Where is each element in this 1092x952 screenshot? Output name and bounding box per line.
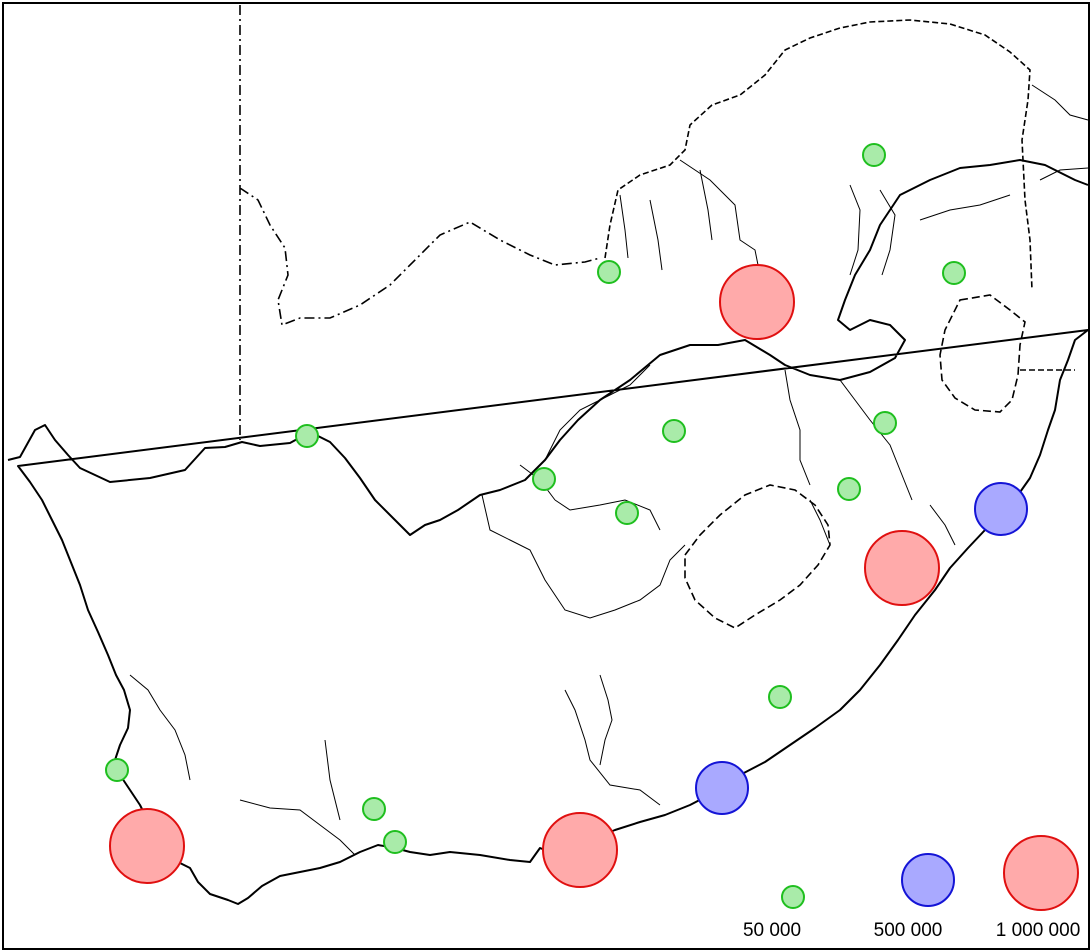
city-marker-large [109, 808, 185, 884]
botswana-border [604, 19, 1075, 371]
legend-item-small: 50 000 [743, 885, 805, 941]
city-marker-small [662, 419, 686, 443]
legend-item-medium: 500 000 [874, 853, 955, 941]
cities-layer [105, 143, 1028, 888]
city-marker-small [862, 143, 886, 167]
legend: 50 000 500 000 1 000 000 [743, 835, 1081, 941]
city-marker-small [383, 830, 407, 854]
city-marker-large [719, 264, 795, 340]
legend-symbol-large [1003, 835, 1079, 911]
legend-label-large: 1 000 000 [996, 920, 1081, 941]
legend-symbol-small [781, 885, 805, 909]
city-marker-small [942, 261, 966, 285]
city-marker-small [768, 685, 792, 709]
city-marker-large [864, 530, 940, 606]
city-marker-small [532, 467, 556, 491]
namibia-border [239, 5, 601, 440]
city-marker-small [295, 424, 319, 448]
legend-label-small: 50 000 [743, 920, 801, 941]
city-marker-medium [695, 761, 749, 815]
city-marker-small [837, 477, 861, 501]
legend-label-medium: 500 000 [874, 920, 943, 941]
city-marker-small [362, 797, 386, 821]
swaziland-outline [939, 294, 1026, 413]
legend-symbol-medium [901, 853, 955, 907]
city-marker-small [105, 758, 129, 782]
city-marker-large [542, 812, 618, 888]
city-marker-small [615, 501, 639, 525]
legend-item-large: 1 000 000 [996, 835, 1081, 941]
city-marker-medium [974, 482, 1028, 536]
lesotho-outline [684, 484, 831, 629]
city-marker-small [597, 260, 621, 284]
city-marker-small [873, 411, 897, 435]
